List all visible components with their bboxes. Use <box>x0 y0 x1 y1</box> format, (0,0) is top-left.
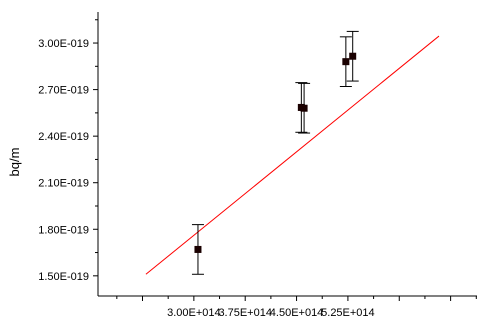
y-tick-label: 3.00E-019 <box>38 38 89 50</box>
data-point <box>339 36 352 87</box>
y-tick-label: 2.70E-019 <box>38 85 89 97</box>
axes <box>97 12 477 297</box>
x-tick-label: 3.75E+014 <box>218 307 272 319</box>
data-point <box>346 30 359 82</box>
x-tick-label: 3.00E+014 <box>167 307 221 319</box>
fit-layer <box>145 35 440 275</box>
x-tick-label: 4.50E+014 <box>270 307 324 319</box>
fit-line <box>145 35 440 275</box>
point-marker <box>194 245 202 253</box>
points-layer <box>191 30 359 275</box>
x-tick-label: 5.25E+014 <box>321 307 375 319</box>
data-point <box>191 224 204 275</box>
y-tick-label: 1.80E-019 <box>38 224 89 236</box>
y-tick-label: 2.10E-019 <box>38 178 89 190</box>
point-marker <box>300 104 308 112</box>
y-tick-label: 2.40E-019 <box>38 131 89 143</box>
y-axis-label: bq/m <box>7 148 22 177</box>
y-tick-label: 1.50E-019 <box>38 271 89 283</box>
point-marker <box>349 52 357 60</box>
point-marker <box>342 58 350 66</box>
data-point <box>298 82 311 134</box>
y-ticks: 1.50E-019 1.80E-019 2.10E-019 2.40E-019 2.70… <box>38 19 98 283</box>
